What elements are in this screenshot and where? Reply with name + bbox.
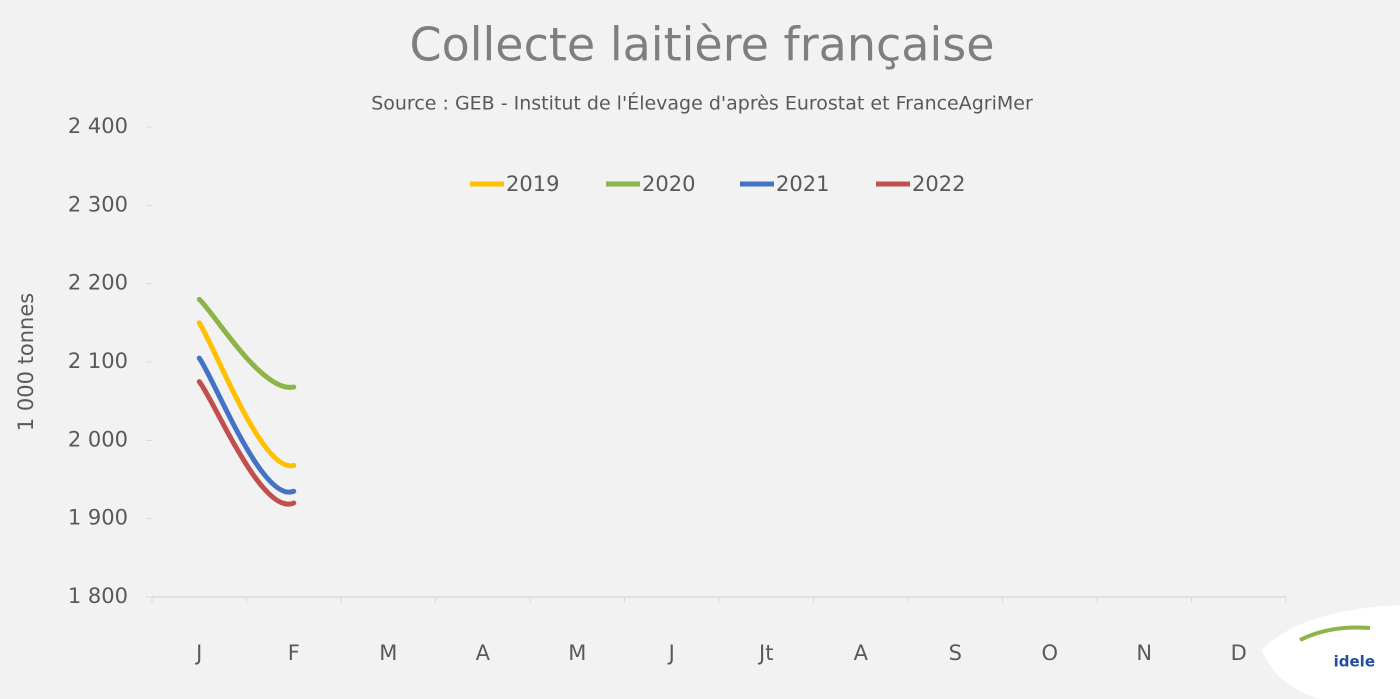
chart-subtitle: Source : GEB - Institut de l'Élevage d'a… [371, 92, 1033, 115]
y-tick-label: 2 200 [68, 271, 128, 295]
x-tick-label: A [476, 641, 491, 665]
legend-label: 2019 [506, 172, 559, 196]
x-tick-label: F [288, 641, 300, 665]
x-tick-label: N [1136, 641, 1152, 665]
series-line [196, 296, 297, 390]
series-line [196, 320, 297, 468]
series-line [196, 379, 297, 507]
chart-title: Collecte laitière française [409, 18, 994, 72]
x-tick-label: M [379, 641, 397, 665]
x-tick-label: A [854, 641, 869, 665]
x-tick-label: J [667, 641, 675, 665]
legend-label: 2022 [912, 172, 965, 196]
legend-label: 2021 [776, 172, 829, 196]
y-axis-label: 1 000 tonnes [14, 293, 38, 431]
logo-swoosh [1299, 625, 1371, 642]
x-tick-label: Jt [757, 641, 773, 665]
x-tick-label: S [949, 641, 962, 665]
x-tick-label: M [568, 641, 586, 665]
legend-label: 2020 [642, 172, 695, 196]
logo-text: idele [1334, 653, 1375, 671]
logo-shape [1262, 605, 1400, 699]
x-tick-label: J [194, 641, 202, 665]
logo: idele [1262, 605, 1400, 699]
x-tick-label: O [1041, 641, 1058, 665]
y-tick-label: 2 400 [68, 114, 128, 138]
y-tick-label: 2 000 [68, 427, 128, 451]
y-tick-label: 2 100 [68, 349, 128, 373]
y-tick-label: 2 300 [68, 192, 128, 216]
y-tick-label: 1 900 [68, 506, 128, 530]
x-tick-label: D [1231, 641, 1247, 665]
series-line [196, 355, 297, 495]
y-tick-label: 1 800 [68, 584, 128, 608]
